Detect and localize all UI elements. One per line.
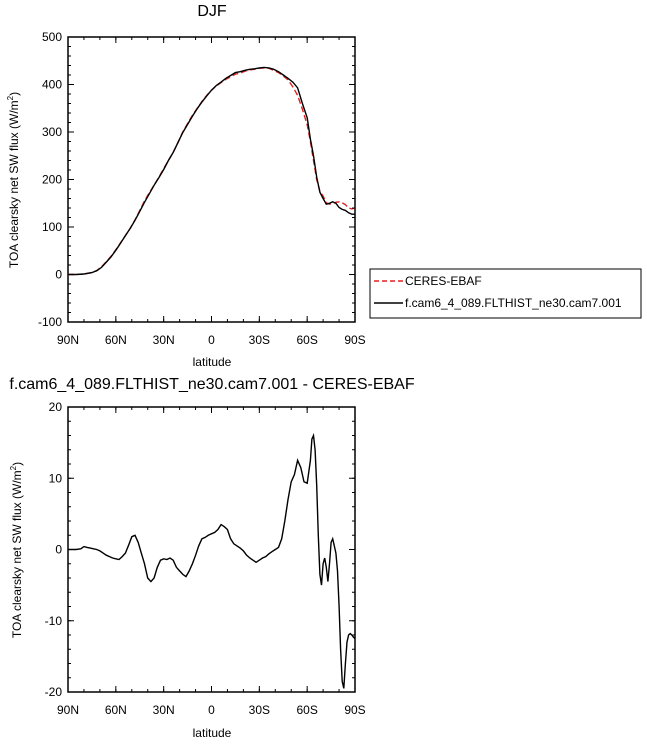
top-x-tick-label: 0 (208, 333, 215, 347)
top-panel: DJF 90N 60N 30N 0 30S 60S 90S -100 0 100 200 300 40… (6, 3, 642, 369)
bottom-plot-frame (67, 406, 356, 693)
bottom-y-tick-label: -20 (45, 685, 63, 699)
top-x-tick-label: 30S (249, 333, 270, 347)
top-y-axis-label-main: TOA clearsky net SW flux (7, 132, 21, 268)
top-chart-title: DJF (197, 3, 227, 20)
top-x-axis: 90N 60N 30N 0 30S 60S 90S (57, 37, 366, 347)
top-plot-area (67, 36, 356, 323)
bottom-x-axis-label: latitude (193, 726, 232, 740)
top-y-axis-label-sup: 2 (6, 95, 15, 100)
bottom-y-axis-label-main: TOA clearsky net SW flux (10, 502, 24, 638)
top-x-tick-label: 90S (344, 333, 365, 347)
bottom-y-tick-label: -10 (45, 614, 63, 628)
bottom-y-axis-label: TOA clearsky net SW flux (W/m2) (9, 462, 24, 638)
top-y-axis: -100 0 100 200 300 400 500 (38, 30, 355, 329)
bottom-x-tick-label: 0 (208, 703, 215, 717)
bottom-x-tick-label: 30S (249, 703, 270, 717)
top-x-tick-label: 90N (57, 333, 79, 347)
top-y-axis-label: TOA clearsky net SW flux (W/m2) (6, 92, 21, 268)
top-y-tick-label: -100 (38, 315, 62, 329)
bottom-x-tick-label: 60S (296, 703, 317, 717)
top-plot-frame (67, 36, 356, 323)
bottom-series-line-0 (68, 432, 355, 689)
top-y-axis-label-unit: (W/m (7, 100, 21, 129)
bottom-y-axis: -20 -10 0 10 20 (45, 400, 355, 699)
bottom-y-tick-label: 10 (49, 471, 63, 485)
top-y-axis-label-close: ) (7, 92, 21, 96)
top-x-tick-label: 30N (153, 333, 175, 347)
legend: CERES-EBAF f.cam6_4_089.FLTHIST_ne30.cam… (369, 268, 642, 319)
top-x-tick-label: 60S (296, 333, 317, 347)
bottom-x-axis: 90N 60N 30N 0 30S 60S 90S (57, 407, 366, 717)
top-y-tick-label: 200 (42, 173, 62, 187)
bottom-y-axis-label-unit: (W/m (10, 470, 24, 499)
top-y-tick-label: 0 (55, 268, 62, 282)
top-series-line-1 (68, 66, 355, 276)
top-y-tick-label: 400 (42, 78, 62, 92)
bottom-chart-title: f.cam6_4_089.FLTHIST_ne30.cam7.001 - CER… (9, 376, 414, 393)
top-series-line-0 (68, 67, 355, 276)
bottom-y-axis-label-close: ) (10, 462, 24, 466)
top-y-tick-label: 100 (42, 220, 62, 234)
bottom-x-tick-label: 90N (57, 703, 79, 717)
bottom-panel: f.cam6_4_089.FLTHIST_ne30.cam7.001 - CER… (9, 376, 415, 740)
bottom-y-axis-label-sup: 2 (9, 465, 18, 470)
top-x-tick-label: 60N (105, 333, 127, 347)
legend-label-ceres: CERES-EBAF (405, 274, 482, 288)
top-y-tick-label: 300 (42, 125, 62, 139)
bottom-x-tick-label: 60N (105, 703, 127, 717)
legend-box (369, 268, 642, 319)
bottom-x-tick-label: 90S (344, 703, 365, 717)
bottom-y-tick-label: 20 (49, 400, 63, 414)
top-x-axis-label: latitude (193, 355, 232, 369)
bottom-x-tick-label: 30N (153, 703, 175, 717)
top-y-tick-label: 500 (42, 30, 62, 44)
bottom-plot-area (67, 406, 356, 693)
legend-label-model: f.cam6_4_089.FLTHIST_ne30.cam7.001 (405, 296, 622, 310)
bottom-y-tick-label: 0 (55, 543, 62, 557)
